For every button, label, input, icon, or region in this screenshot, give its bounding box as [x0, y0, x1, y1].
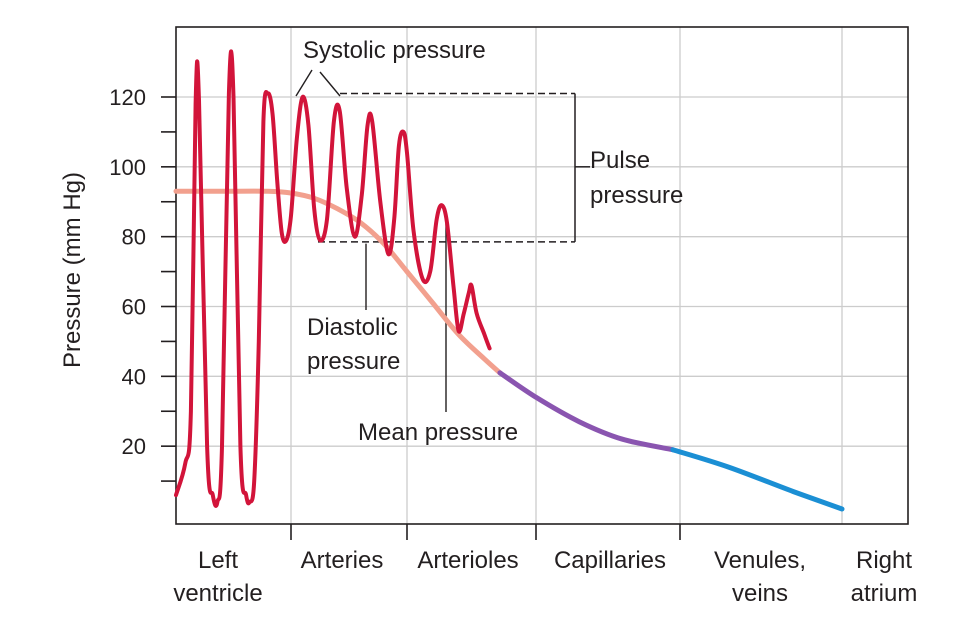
- series-lines: [173, 49, 845, 512]
- x-category-label: Arteries: [301, 547, 384, 574]
- plot-frame: [175, 26, 909, 525]
- y-tick-label: 120: [109, 85, 146, 110]
- y-tick-label: 40: [122, 364, 146, 389]
- x-axis: Left ventricle Arteries Arterioles Capillari…: [173, 524, 917, 607]
- systolic-pointer: [295, 69, 313, 97]
- systolic-pointer: [319, 71, 341, 97]
- grid: [176, 27, 908, 524]
- diastolic-label: Diastolic pressure: [307, 314, 400, 375]
- x-category-label: Left ventricle: [173, 547, 262, 607]
- x-category-label: Venules, veins: [714, 547, 806, 607]
- x-category-label: Capillaries: [554, 547, 666, 574]
- x-category-label: Arterioles: [417, 547, 518, 574]
- series-venous: [670, 447, 845, 512]
- y-tick-label: 60: [122, 295, 146, 320]
- systolic-label: Systolic pressure: [303, 37, 486, 64]
- y-tick-label: 20: [122, 434, 146, 459]
- x-category-label: Right atrium: [851, 547, 918, 607]
- pulse-label: Pulse pressure: [590, 147, 683, 209]
- series-capillaries: [497, 370, 676, 453]
- y-tick-label: 80: [122, 225, 146, 250]
- y-axis-label: Pressure (mm Hg): [59, 172, 86, 368]
- y-axis: 20 40 60 80 100 120: [109, 85, 176, 482]
- series-pressure-wave: [174, 49, 492, 508]
- series-mean-pressure: [173, 188, 503, 376]
- annotation-lines: [295, 69, 590, 412]
- mean-label: Mean pressure: [358, 419, 518, 446]
- y-tick-label: 100: [109, 155, 146, 180]
- annotation-labels: Systolic pressure Pulse pressure Diastolic p…: [303, 37, 683, 446]
